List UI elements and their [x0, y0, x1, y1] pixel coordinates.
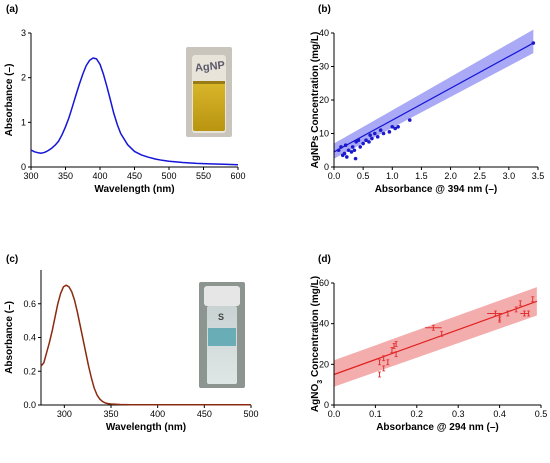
y-tick-label: 0 [324, 400, 329, 410]
x-tick-label: 3.5 [532, 171, 545, 181]
y-tick-label: 3 [21, 28, 26, 38]
x-tick-label: 2.0 [444, 171, 457, 181]
data-point [336, 148, 341, 153]
x-tick-label: 0.5 [357, 171, 370, 181]
y-axis-title: Absorbance (–) [4, 64, 15, 137]
x-tick-label: 1.5 [415, 171, 428, 181]
data-point [368, 133, 372, 137]
x-tick-label: 450 [127, 171, 142, 181]
y-axis-title: Absorbance (–) [4, 301, 15, 374]
y-tick-label: 60 [319, 278, 329, 288]
fit-line [333, 300, 538, 376]
x-tick-label: 300 [23, 171, 38, 181]
vial-label-text: S [218, 312, 225, 322]
spectrum-line [30, 57, 239, 166]
x-tick-label: 0.2 [411, 409, 424, 419]
x-tick-label: 600 [230, 171, 245, 181]
x-tick-label: 0.3 [452, 409, 465, 419]
y-tick-label: 1 [21, 117, 26, 127]
y-tick-label: 0.2 [23, 366, 36, 376]
fit-line [333, 42, 534, 153]
y-axis-title: AgNPs Concentration (mg/L) [310, 32, 321, 169]
data-point [350, 145, 355, 149]
vial-clear-photo: S [199, 282, 245, 388]
spectrum-line [40, 284, 251, 406]
data-point [370, 136, 374, 141]
data-point [349, 150, 354, 154]
x-tick-label: 350 [58, 171, 73, 181]
y-tick-label: 40 [319, 28, 329, 38]
data-point [339, 145, 343, 149]
data-point [390, 125, 395, 129]
x-tick-label: 0.0 [328, 171, 341, 181]
x-axis-title: Wavelength (nm) [94, 184, 174, 195]
data-point [361, 141, 365, 146]
data-point [407, 118, 412, 122]
data-point [356, 138, 361, 142]
data-point [367, 140, 371, 144]
x-tick-label: 450 [197, 409, 212, 419]
x-tick-label: 500 [161, 171, 176, 181]
x-tick-label: 1.0 [386, 171, 399, 181]
data-point [343, 143, 348, 148]
confidence-band [334, 287, 537, 387]
x-tick-label: 500 [243, 409, 258, 419]
x-tick-label: 0.1 [369, 409, 382, 419]
x-tick-label: 0.4 [493, 409, 506, 419]
data-point [375, 135, 380, 139]
data-point [396, 125, 400, 129]
data-point [531, 41, 536, 45]
panel-label: (a) [6, 4, 18, 15]
y-tick-label: 10 [319, 129, 329, 139]
x-tick-label: 400 [150, 409, 165, 419]
data-point [353, 156, 358, 161]
x-axis-title: Absorbance @ 294 nm (–) [376, 422, 499, 433]
y-tick-label: 0 [21, 162, 26, 172]
data-point [387, 130, 392, 134]
y-tick-label: 40 [319, 319, 329, 329]
data-point [342, 151, 347, 156]
y-tick-label: 0 [324, 162, 329, 172]
x-tick-label: 0.5 [535, 409, 548, 419]
x-tick-label: 0.0 [328, 409, 341, 419]
data-point [358, 145, 363, 149]
data-point [364, 138, 368, 142]
y-tick-label: 0.4 [23, 333, 36, 343]
data-point [345, 155, 349, 159]
data-point [378, 128, 383, 132]
panel-label: (d) [318, 254, 331, 265]
data-point [346, 148, 351, 153]
y-axis-title: AgNO3 Concentration (mg/L) [310, 276, 324, 412]
x-tick-label: 3.0 [503, 171, 516, 181]
x-tick-label: 2.5 [473, 171, 486, 181]
y-tick-label: 20 [319, 359, 329, 369]
x-tick-label: 550 [196, 171, 211, 181]
y-tick-label: 0.6 [23, 299, 36, 309]
panel-label: (c) [6, 254, 18, 265]
data-point [352, 148, 357, 153]
panel-label: (b) [318, 4, 331, 15]
data-point [381, 131, 386, 136]
x-tick-label: 350 [103, 409, 118, 419]
y-tick-label: 30 [319, 62, 329, 72]
y-tick-label: 2 [21, 73, 26, 83]
data-point [373, 131, 377, 136]
x-axis-title: Absorbance @ 394 nm (–) [375, 184, 498, 195]
x-axis-title: Wavelength (nm) [106, 422, 186, 433]
data-point [393, 126, 398, 131]
x-tick-label: 400 [92, 171, 107, 181]
vial-yellow-photo: AgNP [186, 47, 232, 137]
y-tick-label: 20 [319, 95, 329, 105]
y-tick-label: 0.0 [23, 400, 36, 410]
confidence-band [334, 29, 534, 159]
x-tick-label: 300 [57, 409, 72, 419]
